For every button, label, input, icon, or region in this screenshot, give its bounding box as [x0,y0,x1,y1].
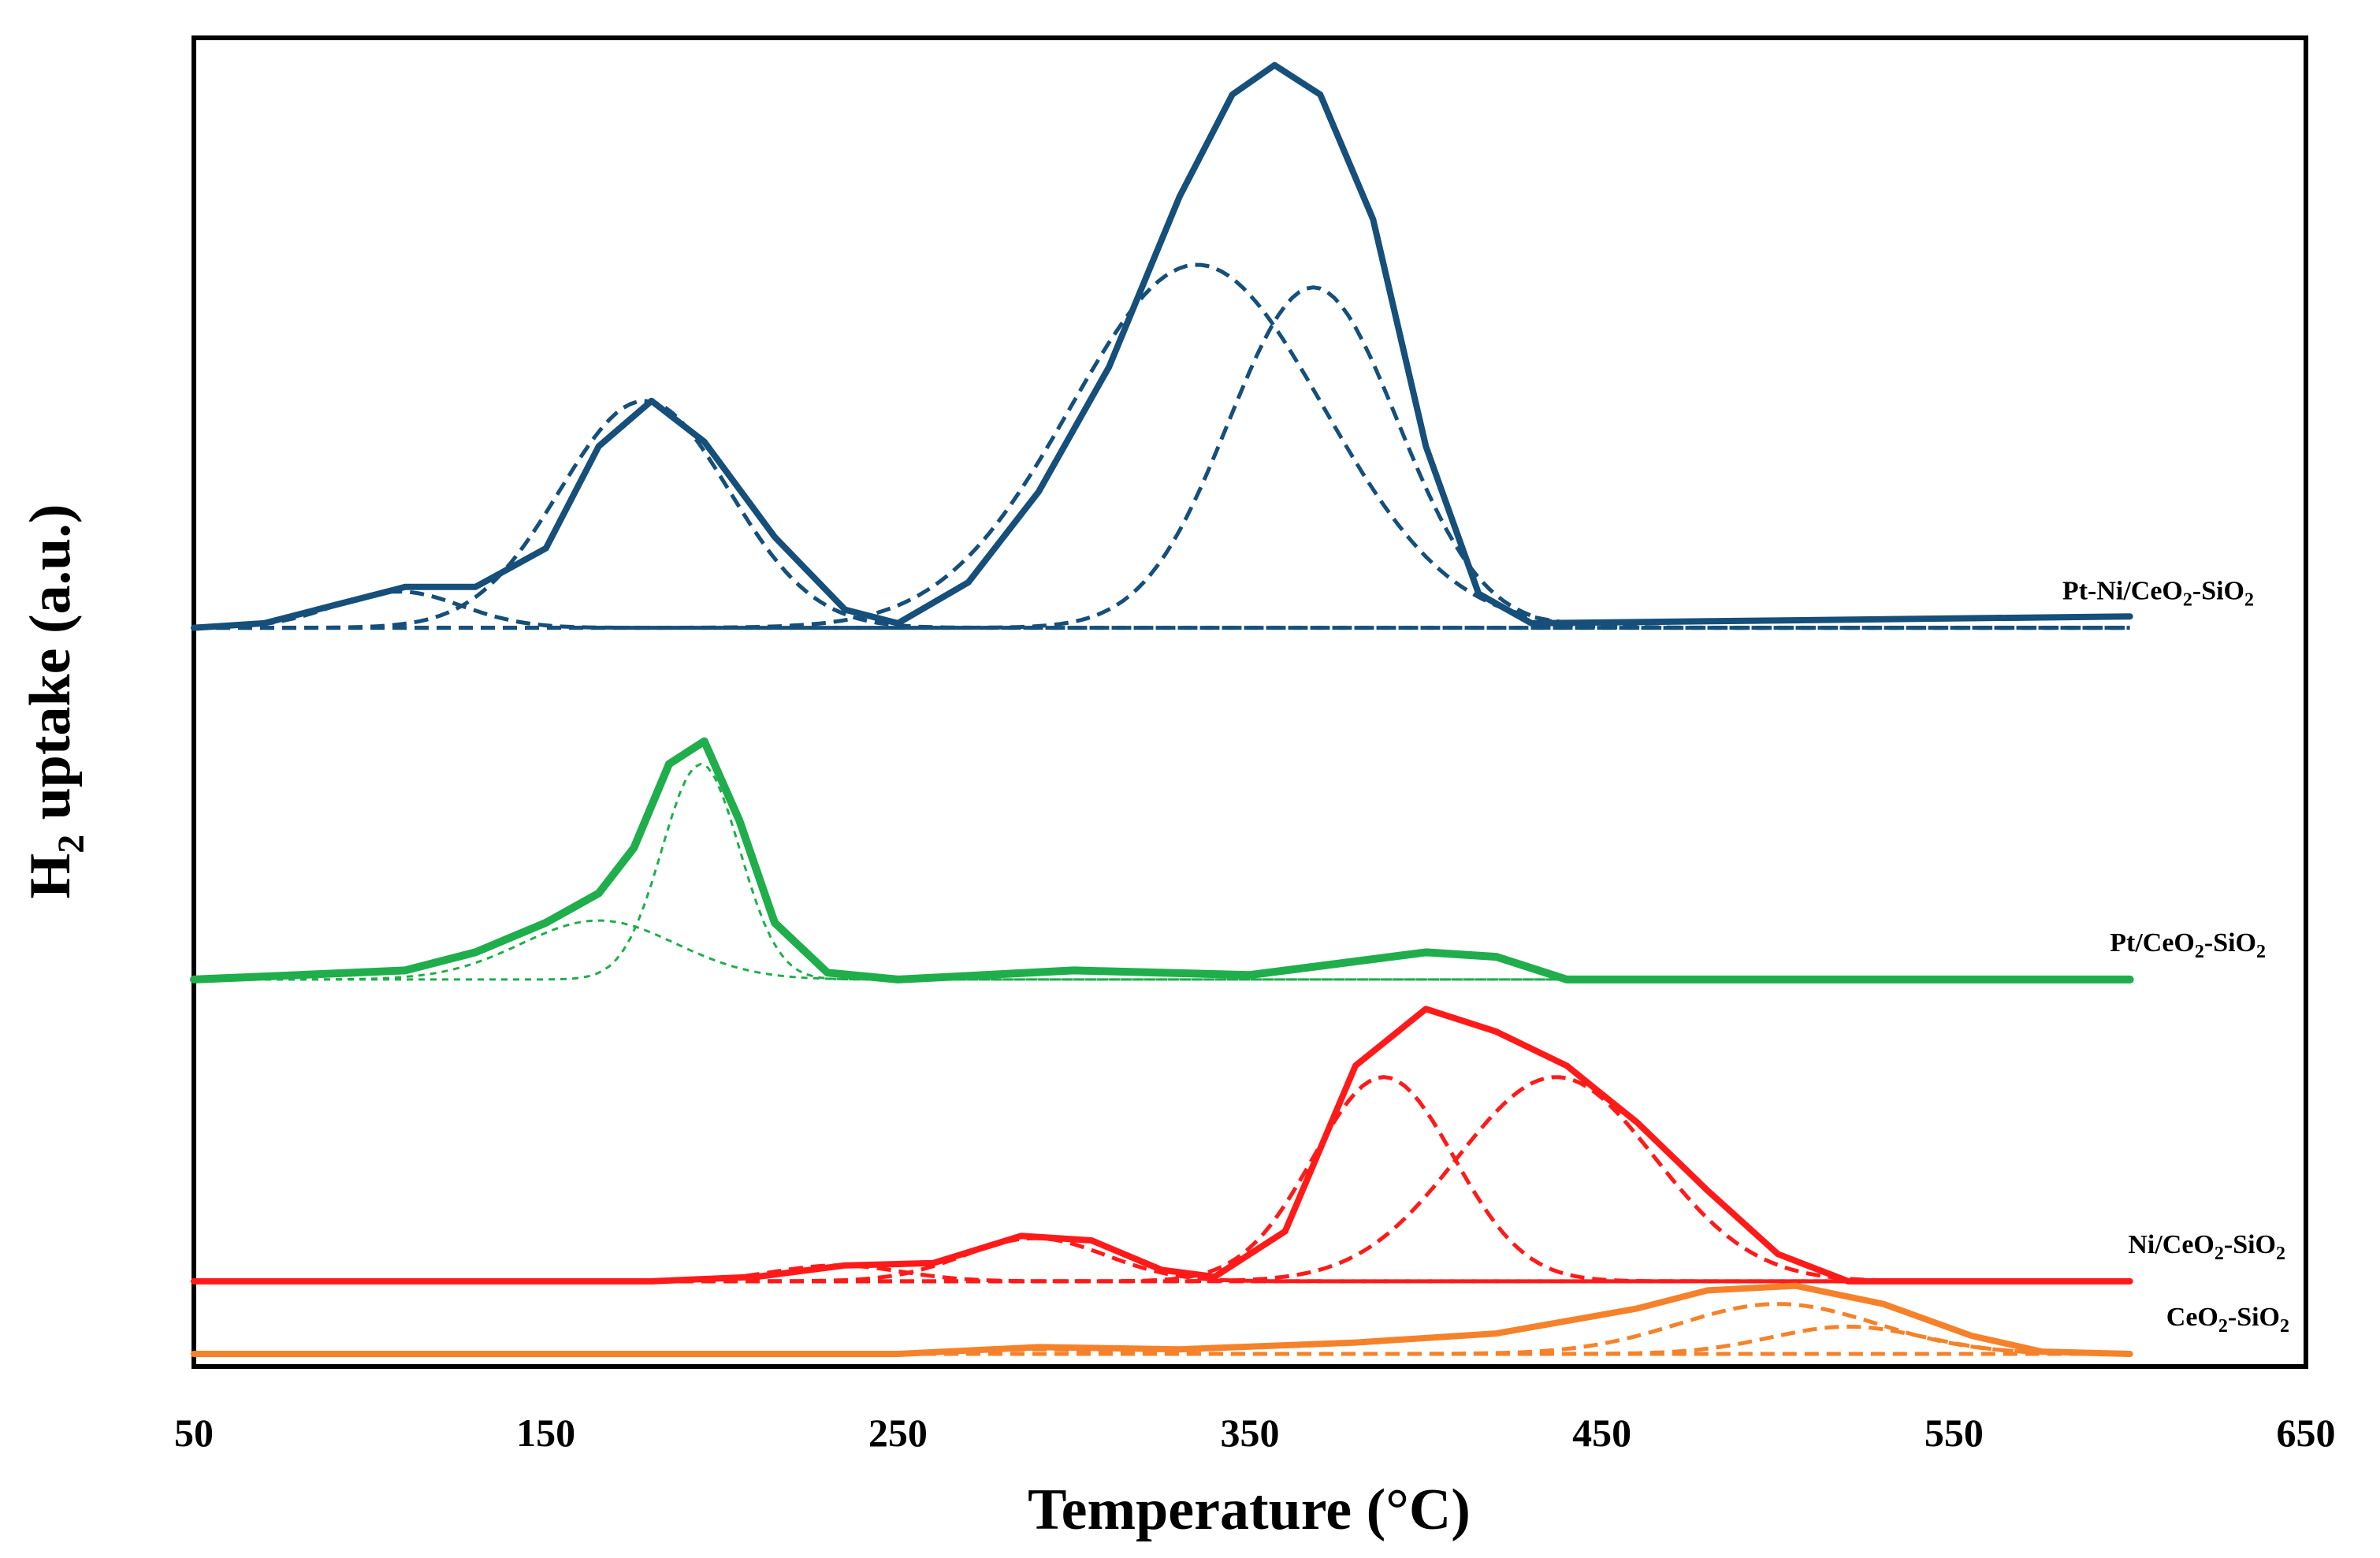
x-tick-label: 50 [174,1411,214,1455]
y-axis-title: H2 uptake (a.u.) [18,504,92,899]
x-tick-label: 450 [1572,1411,1631,1455]
series-line [191,1282,2133,1357]
fit-peak-line [194,1075,2130,1284]
x-tick-label: 150 [516,1411,575,1455]
x-tick-label: 650 [2277,1411,2336,1455]
series-label: CeO2-SiO2 [2166,1303,2289,1337]
series-line [190,737,2134,984]
x-tick-label: 350 [1221,1411,1280,1455]
fit-peak-line [194,399,2130,630]
fit-peak-line [194,285,2130,630]
series-line [191,61,2133,631]
series-label: Pt/CeO2-SiO2 [2110,928,2266,962]
curves [190,61,2134,1357]
series-line [191,1006,2133,1285]
series-label: Pt-Ni/CeO2-SiO2 [2062,577,2254,611]
x-tick-labels: 50 150 250 350 450 550 650 [174,1411,2336,1455]
x-axis-title: Temperature (°C) [1028,1478,1471,1542]
fit-peak-line [194,762,2130,981]
series-labels: Pt-Ni/CeO2-SiO2 Pt/CeO2-SiO2 Ni/CeO2-SiO2 C… [2062,577,2289,1337]
series-label: Ni/CeO2-SiO2 [2128,1230,2285,1264]
fit-peak-line [194,1075,2130,1284]
x-tick-label: 250 [868,1411,928,1455]
fit-peak-line [194,262,2130,630]
plot-frame [192,35,2308,1369]
x-tick-label: 550 [1924,1411,1984,1455]
